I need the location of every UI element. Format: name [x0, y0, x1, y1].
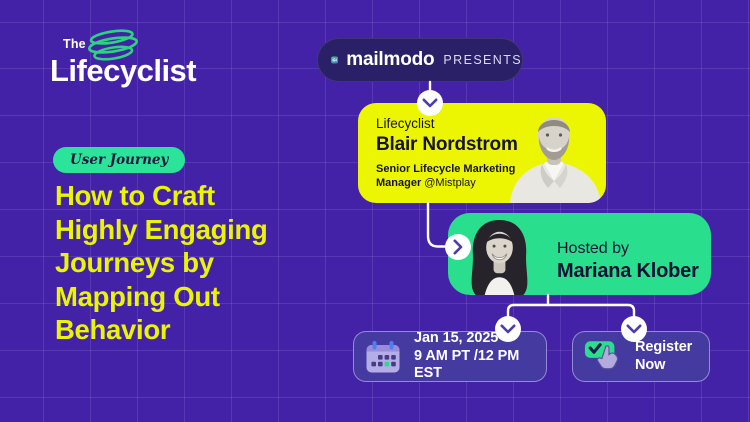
presents-pill: mailmodo PRESENTS: [317, 38, 523, 82]
headline-line: Mapping Out: [55, 280, 220, 312]
brand-wordmark: mailmodo: [346, 49, 435, 70]
click-hand-icon: [584, 341, 619, 370]
date-card: Jan 15, 2025 9 AM PT /12 PM EST: [353, 330, 547, 382]
calendar-icon: [366, 340, 400, 372]
logo-name: Lifecyclist: [50, 53, 197, 88]
scribble-icon: [87, 29, 139, 61]
logo-the: The: [63, 37, 86, 51]
speaker-kicker: Lifecyclist: [376, 116, 435, 131]
register-line2: Now: [635, 356, 666, 373]
speaker-company: @Mistplay: [424, 176, 476, 189]
speaker-card: Lifecyclist Blair Nordstrom Senior Lifec…: [358, 103, 606, 203]
headline: How to Craft Highly Engaging Journeys by…: [55, 179, 355, 347]
speaker-role: Senior Lifecycle Marketing Manager @Mistp…: [376, 163, 516, 189]
headline-line: Highly Engaging: [55, 213, 268, 245]
host-kicker: Hosted by: [557, 240, 630, 257]
headline-line: Journeys by: [55, 247, 214, 278]
lifecyclist-logo: The Lifecyclist: [50, 27, 230, 88]
headline-line: How to Craft: [55, 180, 215, 211]
headline-line: Behavior: [55, 314, 171, 345]
mariana-photo: [471, 219, 528, 295]
host-name: Mariana Klober: [557, 260, 699, 282]
topic-badge-label: User Journey: [70, 152, 169, 168]
register-line1: Register: [635, 339, 693, 355]
topic-badge: User Journey: [53, 147, 186, 173]
event-date: Jan 15, 2025: [414, 330, 499, 347]
mailmodo-logo-icon: [331, 56, 339, 64]
presents-label: PRESENTS: [443, 53, 522, 67]
host-card: Hosted by Mariana Klober: [448, 213, 711, 295]
event-time: 9 AM PT /12 PM EST: [414, 347, 520, 382]
blair-photo: [510, 117, 601, 203]
register-now-button[interactable]: Register Now: [572, 331, 710, 382]
speaker-name: Blair Nordstrom: [376, 134, 518, 155]
